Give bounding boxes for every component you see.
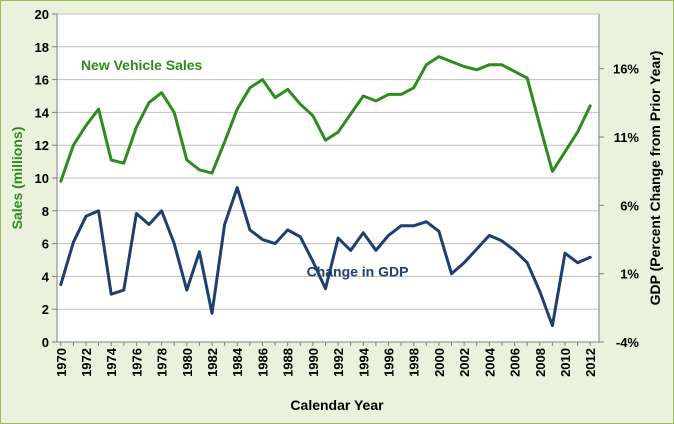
x-tick-label: 1988 (281, 348, 296, 377)
series-lines (59, 55, 592, 328)
x-tick-label: 1982 (205, 348, 220, 377)
x-tick-label: 2006 (508, 348, 523, 377)
x-tick-label: 1990 (306, 348, 321, 377)
x-tick-label: 1984 (230, 347, 245, 377)
x-tick-label: 1972 (79, 348, 94, 377)
right-tick-label: 1% (620, 267, 639, 282)
left-tick-label: 18 (35, 40, 49, 55)
left-tick-label: 20 (35, 7, 49, 22)
x-tick-label: 1992 (331, 348, 346, 377)
left-axis-ticks: 0 2 4 6 8 10 12 14 16 18 20 (35, 7, 57, 350)
right-axis-title: GDP (Percent Change from Prior Year) (647, 51, 663, 306)
series-line-new-vehicle-sales (59, 55, 592, 183)
x-tick-label: 1980 (180, 348, 195, 377)
right-tick-label: 6% (620, 198, 639, 213)
right-axis-ticks: -4% 1% 6% 11% 16% (599, 62, 639, 350)
x-tick-label: 1994 (356, 347, 371, 377)
x-axis-ticks: 1970 1972 1974 1976 1978 1980 1982 1984 1986 1988… (54, 342, 598, 377)
x-tick-label: 2000 (432, 348, 447, 377)
left-tick-label: 12 (35, 138, 49, 153)
left-tick-label: 2 (42, 302, 49, 317)
left-tick-label: 16 (35, 73, 49, 88)
x-tick-label: 2010 (558, 348, 573, 377)
series-label-new-vehicle-sales: New Vehicle Sales (81, 57, 203, 73)
series-label-change-in-gdp: Change in GDP (307, 263, 409, 279)
x-tick-label: 1970 (54, 348, 69, 377)
series-line-change-in-gdp (59, 186, 592, 328)
x-tick-label: 2002 (457, 348, 472, 377)
left-tick-label: 14 (35, 105, 50, 120)
left-tick-label: 0 (42, 335, 49, 350)
x-tick-label: 1978 (155, 348, 170, 377)
right-tick-label: 11% (614, 130, 640, 145)
left-tick-label: 4 (42, 269, 50, 284)
x-tick-label: 1996 (382, 348, 397, 377)
x-tick-label: 1976 (129, 348, 144, 377)
x-tick-label: 1974 (104, 347, 119, 377)
x-tick-label: 1986 (255, 348, 270, 377)
left-tick-label: 6 (42, 237, 49, 252)
x-tick-label: 1998 (407, 348, 422, 377)
right-tick-label: -4% (616, 335, 640, 350)
left-axis-title: Sales (millions) (9, 127, 25, 230)
x-tick-label: 2008 (533, 348, 548, 377)
x-tick-label: 2004 (482, 347, 497, 377)
x-axis-title: Calendar Year (290, 397, 384, 413)
left-tick-label: 10 (35, 171, 49, 186)
series-labels: New Vehicle Sales Change in GDP (81, 57, 409, 280)
x-tick-label: 2012 (583, 348, 598, 377)
right-tick-label: 16% (613, 62, 639, 77)
left-tick-label: 8 (42, 204, 49, 219)
